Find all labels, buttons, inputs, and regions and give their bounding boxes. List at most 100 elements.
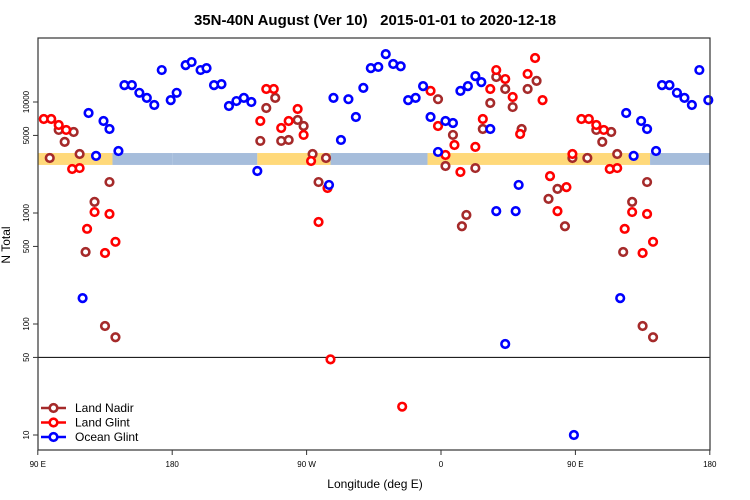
data-point [216,78,227,90]
data-point [567,148,578,160]
chart-title: 35N-40N August (Ver 10) 2015-01-01 to 20… [194,12,556,29]
data-point [80,246,91,258]
legend-marker [48,417,59,428]
data-point [440,160,451,172]
data-point [597,136,608,148]
y-tick-label: 100 [22,317,31,331]
data-point [74,148,85,160]
data-point [561,182,572,193]
data-point [46,113,57,125]
series-land-nadir [44,71,659,343]
x-tick-label: 90 W [297,460,316,469]
legend-marker [48,431,59,443]
data-point [292,114,303,126]
data-point [255,115,266,127]
data-point [313,216,324,228]
data-point [513,179,524,191]
y-tick-label: 1000 [22,204,31,222]
data-point [462,81,473,92]
data-point [544,170,556,182]
data-point [238,92,249,103]
data-point [694,64,705,76]
y-axis-label: N Total [0,226,13,263]
data-point [104,123,115,135]
data-point [598,124,609,136]
data-point [619,223,630,234]
data-point [201,63,212,74]
data-point [641,176,653,188]
data-point [104,208,115,220]
data-point [470,71,481,82]
data-point [515,128,526,140]
x-tick-label: 90 E [567,460,583,469]
data-point [552,183,563,194]
band-segment-ocean [330,153,428,165]
data-point [455,166,466,178]
data-point [292,103,303,115]
data-point [447,129,459,141]
data-point [522,68,533,80]
data-point [703,95,714,106]
data-point [485,83,496,95]
legend-label: Land Nadir [75,401,134,415]
data-point [98,115,109,127]
data-point [432,94,444,105]
data-point [134,87,145,98]
data-point [270,92,281,103]
data-point [89,196,100,207]
data-point [485,97,496,109]
band-segment-land [38,153,113,165]
data-point [320,152,332,164]
data-point [507,101,518,113]
data-point [455,85,466,96]
data-point [171,87,182,98]
data-point [686,99,697,111]
x-tick-label: 180 [166,460,180,469]
data-point [507,91,518,103]
data-point [552,206,563,217]
data-point [500,73,511,85]
data-point [641,123,653,135]
data-point [99,247,111,259]
legend-item: Land Nadir [41,401,134,415]
data-point [410,92,421,103]
data-point [261,102,272,114]
data-point [485,123,496,135]
data-point [612,162,623,174]
data-point [104,176,115,188]
data-point [470,141,481,152]
data-point [417,81,429,92]
band-segment-land [575,153,651,165]
data-point [671,87,683,98]
band-segment-ocean [112,153,173,165]
data-point [636,115,647,127]
y-tick-label: 50 [22,352,31,361]
data-point [83,107,94,119]
data-point [559,221,571,232]
data-point [61,124,72,136]
data-point [343,94,354,105]
y-tick-label: 5000 [22,126,31,144]
data-point [432,120,444,132]
data-point [113,145,124,157]
data-point [529,52,541,64]
data-point [323,179,335,191]
data-point [110,332,121,343]
data-point [500,83,511,95]
series-ocean-glint [77,49,714,441]
data-point [328,92,339,103]
data-point [679,92,690,103]
data-point [313,176,324,188]
data-point [89,206,100,218]
data-point [380,49,391,60]
data-point [510,206,521,217]
data-point [491,206,502,217]
data-point [59,136,70,148]
data-point [647,332,659,343]
data-point [298,120,309,132]
data-point [53,119,64,131]
legend-label: Land Glint [75,416,130,430]
data-point [358,82,369,93]
